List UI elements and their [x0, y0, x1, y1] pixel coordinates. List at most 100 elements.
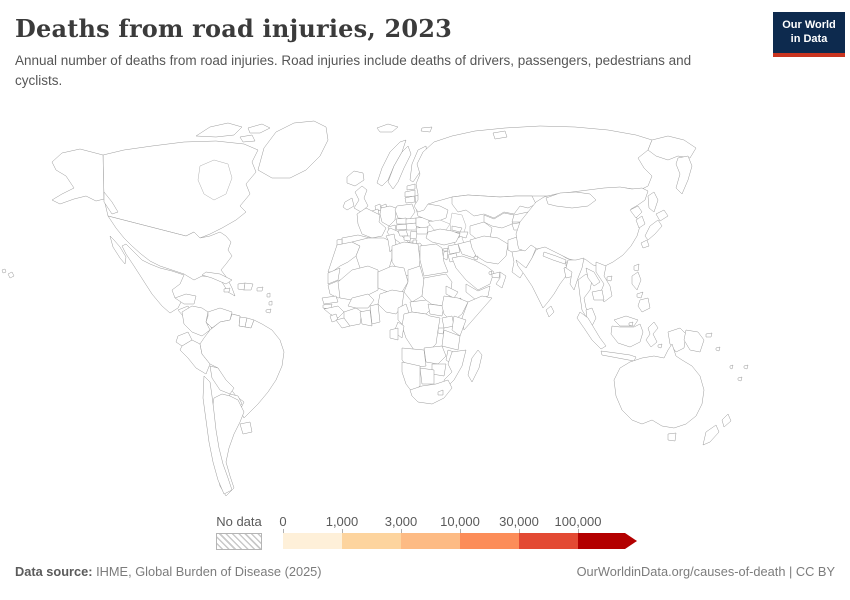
country-shape[interactable]: [702, 424, 720, 446]
country-shape[interactable]: [1, 268, 7, 274]
country-shape[interactable]: [369, 303, 381, 325]
country-shape[interactable]: [346, 170, 365, 187]
country-shape[interactable]: [606, 275, 613, 282]
country-shape[interactable]: [389, 327, 399, 341]
country-shape[interactable]: [181, 305, 211, 337]
country-shape[interactable]: [239, 421, 253, 435]
country-shape[interactable]: [409, 230, 418, 240]
legend-band-0[interactable]: [283, 533, 342, 549]
country-shape[interactable]: [705, 332, 713, 338]
country-shape[interactable]: [451, 255, 495, 291]
country-shape[interactable]: [645, 321, 659, 348]
country-shape[interactable]: [419, 367, 435, 385]
country-shape[interactable]: [545, 305, 555, 318]
country-shape[interactable]: [376, 123, 399, 133]
country-shape[interactable]: [629, 205, 643, 219]
country-shape[interactable]: [637, 297, 651, 313]
country-shape[interactable]: [715, 346, 721, 352]
country-shape[interactable]: [595, 261, 613, 303]
country-shape[interactable]: [327, 267, 341, 285]
country-shape[interactable]: [353, 185, 369, 213]
country-shape[interactable]: [441, 329, 461, 351]
country-shape[interactable]: [647, 135, 697, 161]
country-shape[interactable]: [377, 265, 409, 293]
country-shape[interactable]: [265, 308, 272, 314]
country-shape[interactable]: [683, 329, 705, 353]
country-shape[interactable]: [409, 379, 453, 405]
country-shape[interactable]: [447, 243, 461, 255]
country-shape[interactable]: [239, 134, 256, 143]
country-shape[interactable]: [585, 307, 597, 327]
country-shape[interactable]: [342, 197, 355, 211]
country-shape[interactable]: [195, 122, 243, 138]
country-shape[interactable]: [395, 217, 408, 225]
country-shape[interactable]: [387, 145, 412, 190]
country-shape[interactable]: [423, 345, 447, 365]
country-shape[interactable]: [51, 148, 105, 205]
country-shape[interactable]: [495, 271, 507, 289]
country-shape[interactable]: [469, 235, 509, 265]
country-shape[interactable]: [257, 120, 329, 179]
country-shape[interactable]: [585, 267, 601, 287]
country-shape[interactable]: [107, 215, 236, 297]
countries-layer[interactable]: [1, 120, 749, 497]
country-shape[interactable]: [337, 265, 379, 301]
country-shape[interactable]: [628, 321, 634, 327]
legend-band-3[interactable]: [460, 533, 519, 549]
country-shape[interactable]: [376, 139, 407, 187]
country-shape[interactable]: [437, 327, 445, 335]
country-shape[interactable]: [729, 364, 734, 370]
country-shape[interactable]: [243, 282, 254, 291]
country-shape[interactable]: [415, 226, 429, 235]
country-shape[interactable]: [591, 289, 605, 301]
country-shape[interactable]: [565, 257, 585, 291]
country-shape[interactable]: [635, 215, 646, 229]
country-shape[interactable]: [461, 295, 493, 331]
country-shape[interactable]: [199, 313, 285, 419]
country-shape[interactable]: [7, 271, 15, 279]
country-shape[interactable]: [359, 309, 373, 327]
legend-band-2[interactable]: [401, 533, 460, 549]
country-shape[interactable]: [406, 183, 416, 191]
country-shape[interactable]: [202, 375, 233, 495]
country-shape[interactable]: [323, 305, 345, 319]
country-shape[interactable]: [437, 389, 444, 396]
country-shape[interactable]: [425, 228, 461, 246]
country-shape[interactable]: [467, 349, 483, 383]
legend-band-1[interactable]: [342, 533, 401, 549]
country-shape[interactable]: [545, 191, 597, 209]
license-link[interactable]: OurWorldinData.org/causes-of-death | CC …: [576, 564, 835, 579]
country-shape[interactable]: [256, 286, 264, 292]
country-shape[interactable]: [247, 123, 271, 134]
legend-color-bar[interactable]: [283, 533, 637, 549]
country-shape[interactable]: [327, 241, 361, 273]
country-shape[interactable]: [488, 270, 493, 276]
country-shape[interactable]: [223, 287, 231, 293]
country-shape[interactable]: [636, 291, 644, 299]
country-shape[interactable]: [321, 295, 339, 305]
country-shape[interactable]: [721, 413, 732, 428]
country-shape[interactable]: [473, 255, 479, 261]
country-shape[interactable]: [403, 265, 425, 303]
country-shape[interactable]: [179, 339, 211, 375]
owid-logo[interactable]: Our World in Data: [773, 12, 845, 57]
country-shape[interactable]: [403, 235, 412, 242]
country-shape[interactable]: [633, 263, 640, 272]
country-shape[interactable]: [174, 293, 197, 305]
country-shape[interactable]: [465, 283, 491, 301]
country-shape[interactable]: [347, 293, 375, 309]
country-shape[interactable]: [613, 315, 639, 327]
country-shape[interactable]: [201, 271, 233, 285]
country-shape[interactable]: [419, 243, 449, 277]
country-shape[interactable]: [404, 195, 416, 204]
country-shape[interactable]: [268, 300, 273, 306]
country-shape[interactable]: [266, 292, 271, 298]
country-shape[interactable]: [675, 155, 693, 195]
country-shape[interactable]: [405, 217, 417, 225]
country-shape[interactable]: [737, 376, 743, 382]
country-shape[interactable]: [743, 364, 749, 370]
country-shape[interactable]: [610, 323, 644, 348]
country-shape[interactable]: [640, 239, 650, 249]
country-shape[interactable]: [209, 365, 235, 395]
country-shape[interactable]: [103, 191, 119, 215]
